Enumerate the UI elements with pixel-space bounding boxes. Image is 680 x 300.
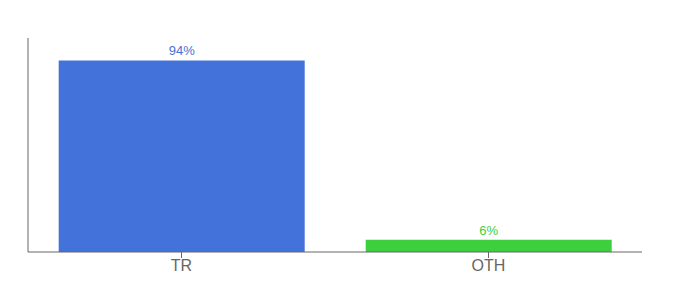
svg-text:TR: TR — [171, 257, 192, 274]
svg-text:OTH: OTH — [472, 257, 506, 274]
svg-text:6%: 6% — [479, 223, 498, 238]
svg-text:94%: 94% — [169, 43, 195, 58]
